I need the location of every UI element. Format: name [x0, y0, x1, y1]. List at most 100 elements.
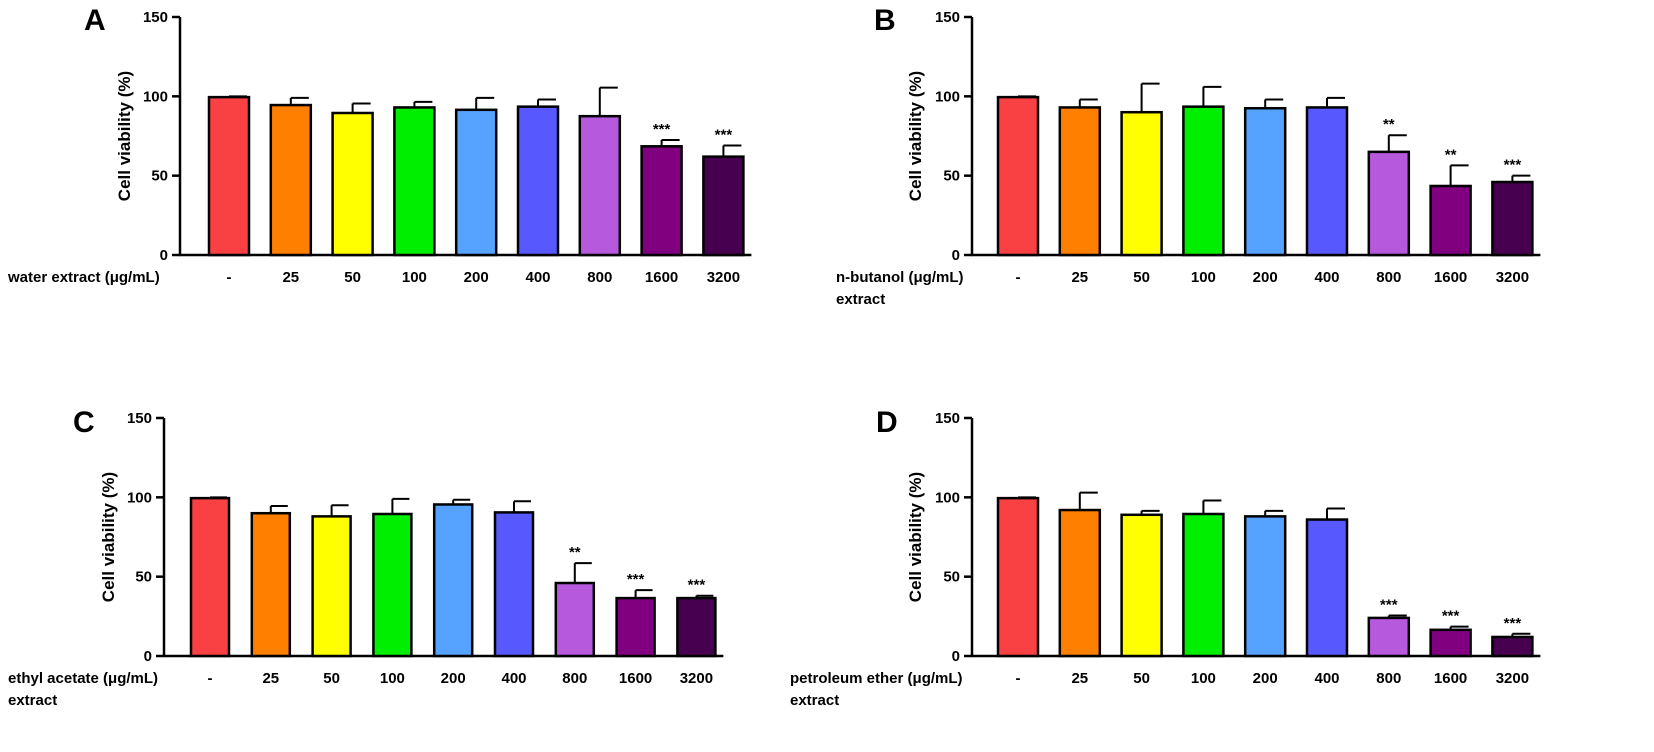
significance-label: *** — [653, 121, 671, 138]
x-tick-label: 200 — [1253, 670, 1278, 687]
x-tick-label: 200 — [464, 269, 489, 286]
bar — [1058, 106, 1102, 257]
y-axis-label: Cell viability (%) — [99, 472, 118, 602]
bar — [432, 503, 474, 658]
bar — [372, 512, 413, 658]
y-tick-label: 100 — [143, 88, 168, 105]
x-tick-label: 3200 — [1496, 670, 1529, 687]
bar — [207, 95, 251, 257]
significance-label: *** — [1504, 615, 1522, 632]
bar — [1429, 184, 1472, 257]
bar — [1429, 628, 1472, 658]
panel-d: D Cell viability (%) 0 50 100 150 - 25 50 100 200 4… — [790, 406, 1541, 709]
x-tick-label: 3200 — [1496, 269, 1529, 286]
bar — [1243, 106, 1287, 257]
x-tick-label: 25 — [1071, 269, 1088, 286]
x-tick-label: 25 — [262, 670, 279, 687]
panel-b: B Cell viability (%) 0 50 100 150 - 25 50 100 200 4… — [836, 4, 1541, 308]
panel-letter: D — [876, 406, 898, 439]
bar — [1491, 180, 1534, 257]
panel-letter: A — [84, 4, 106, 37]
bar — [311, 515, 352, 658]
x-tick-label: 1600 — [1434, 269, 1467, 286]
x-axis-label: extract — [836, 291, 885, 308]
significance-label: *** — [1442, 608, 1460, 625]
x-tick-label: 400 — [1314, 269, 1339, 286]
bar — [996, 496, 1040, 658]
bar — [702, 155, 745, 257]
bar — [676, 596, 717, 658]
x-tick-label: 400 — [525, 269, 550, 286]
y-tick-label: 50 — [135, 569, 152, 586]
bar — [1367, 616, 1411, 658]
x-tick-label: 100 — [380, 670, 405, 687]
y-tick-label: 0 — [952, 648, 960, 665]
y-tick-label: 0 — [160, 247, 168, 264]
significance-label: ** — [1445, 146, 1457, 163]
x-axis-label: petroleum ether (μg/mL) — [790, 670, 963, 687]
significance-label: ** — [569, 544, 581, 561]
x-tick-label: 50 — [1133, 670, 1150, 687]
y-axis-label: Cell viability (%) — [906, 472, 925, 602]
bar — [250, 511, 292, 658]
x-tick-label: 100 — [1191, 670, 1216, 687]
x-tick-label: 50 — [323, 670, 340, 687]
significance-label: *** — [715, 127, 733, 144]
significance-label: *** — [627, 571, 645, 588]
x-tick-label: 1600 — [1434, 670, 1467, 687]
bar — [1058, 508, 1102, 658]
x-tick-label: 200 — [1253, 269, 1278, 286]
bar — [1367, 150, 1411, 257]
y-tick-label: 150 — [143, 9, 168, 26]
panel-c: C Cell viability (%) 0 50 100 150 - 25 50 100 200 4… — [8, 406, 724, 709]
y-axis-label: Cell viability (%) — [115, 71, 134, 201]
bar — [1182, 105, 1225, 257]
y-tick-label: 100 — [935, 88, 960, 105]
bar — [640, 145, 683, 257]
bar — [1305, 518, 1349, 658]
x-tick-label: - — [208, 670, 213, 687]
panel-letter: C — [73, 406, 95, 439]
x-axis-label: water extract (μg/mL) — [7, 269, 160, 286]
x-tick-label: 3200 — [707, 269, 740, 286]
x-axis-label: ethyl acetate (μg/mL) — [8, 670, 158, 687]
x-tick-label: 800 — [1376, 670, 1401, 687]
y-axis-label: Cell viability (%) — [906, 71, 925, 201]
significance-label: *** — [1504, 157, 1522, 174]
bar — [1120, 513, 1163, 658]
x-tick-label: 800 — [587, 269, 612, 286]
bar — [554, 581, 596, 658]
x-tick-label: - — [227, 269, 232, 286]
y-tick-label: 50 — [943, 569, 960, 586]
panel-letter: B — [874, 4, 896, 37]
x-tick-label: 25 — [1071, 670, 1088, 687]
bar — [1243, 515, 1287, 658]
x-tick-label: 800 — [562, 670, 587, 687]
bar — [996, 95, 1040, 257]
x-tick-label: 400 — [1314, 670, 1339, 687]
y-tick-label: 50 — [943, 168, 960, 185]
bar — [578, 114, 622, 257]
x-tick-label: 25 — [282, 269, 299, 286]
x-tick-label: - — [1016, 269, 1021, 286]
significance-label: *** — [1380, 597, 1398, 614]
x-tick-label: 400 — [501, 670, 526, 687]
y-tick-label: 150 — [935, 9, 960, 26]
bar — [269, 103, 313, 257]
y-tick-label: 0 — [952, 247, 960, 264]
bar — [1120, 110, 1163, 257]
y-tick-label: 150 — [127, 410, 152, 427]
x-axis-label: n-butanol (μg/mL) — [836, 269, 963, 286]
bar — [493, 511, 535, 658]
x-axis-label: extract — [790, 692, 839, 709]
x-tick-label: 1600 — [645, 269, 678, 286]
significance-label: *** — [688, 577, 706, 594]
x-tick-label: 100 — [402, 269, 427, 286]
x-tick-label: 50 — [344, 269, 361, 286]
y-tick-label: 50 — [151, 168, 168, 185]
y-tick-label: 100 — [935, 489, 960, 506]
y-tick-label: 0 — [144, 648, 152, 665]
y-tick-label: 150 — [935, 410, 960, 427]
x-tick-label: - — [1016, 670, 1021, 687]
